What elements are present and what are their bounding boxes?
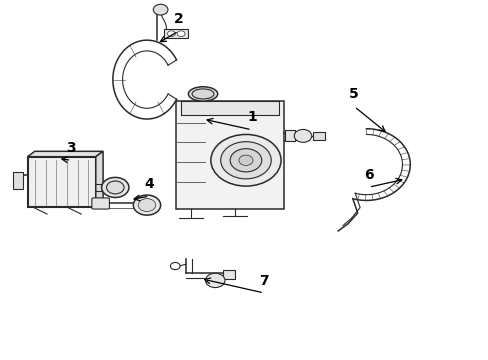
Circle shape xyxy=(210,134,281,186)
Circle shape xyxy=(106,181,124,194)
FancyBboxPatch shape xyxy=(92,198,109,209)
Circle shape xyxy=(153,4,167,15)
Circle shape xyxy=(138,199,156,212)
Ellipse shape xyxy=(192,89,214,99)
Bar xyxy=(312,132,325,140)
Polygon shape xyxy=(96,151,103,207)
Text: 3: 3 xyxy=(66,141,76,155)
Text: 7: 7 xyxy=(259,274,268,288)
Circle shape xyxy=(133,195,160,215)
Ellipse shape xyxy=(188,87,217,101)
Polygon shape xyxy=(27,151,103,157)
Circle shape xyxy=(239,155,252,166)
Circle shape xyxy=(102,177,129,198)
Text: 2: 2 xyxy=(173,12,183,26)
Circle shape xyxy=(167,31,175,37)
Bar xyxy=(27,157,96,207)
Bar xyxy=(181,101,278,116)
Circle shape xyxy=(230,149,261,172)
Circle shape xyxy=(170,262,180,270)
Circle shape xyxy=(220,142,271,179)
Text: 1: 1 xyxy=(246,111,256,125)
Circle shape xyxy=(294,130,311,142)
Text: 4: 4 xyxy=(144,177,154,191)
Bar xyxy=(285,130,294,140)
Circle shape xyxy=(205,273,224,288)
Bar xyxy=(176,101,283,209)
Text: 5: 5 xyxy=(348,87,358,101)
Bar xyxy=(222,270,234,279)
Text: 6: 6 xyxy=(363,168,373,182)
Bar xyxy=(13,172,22,189)
Bar xyxy=(163,30,188,39)
Circle shape xyxy=(177,31,184,37)
